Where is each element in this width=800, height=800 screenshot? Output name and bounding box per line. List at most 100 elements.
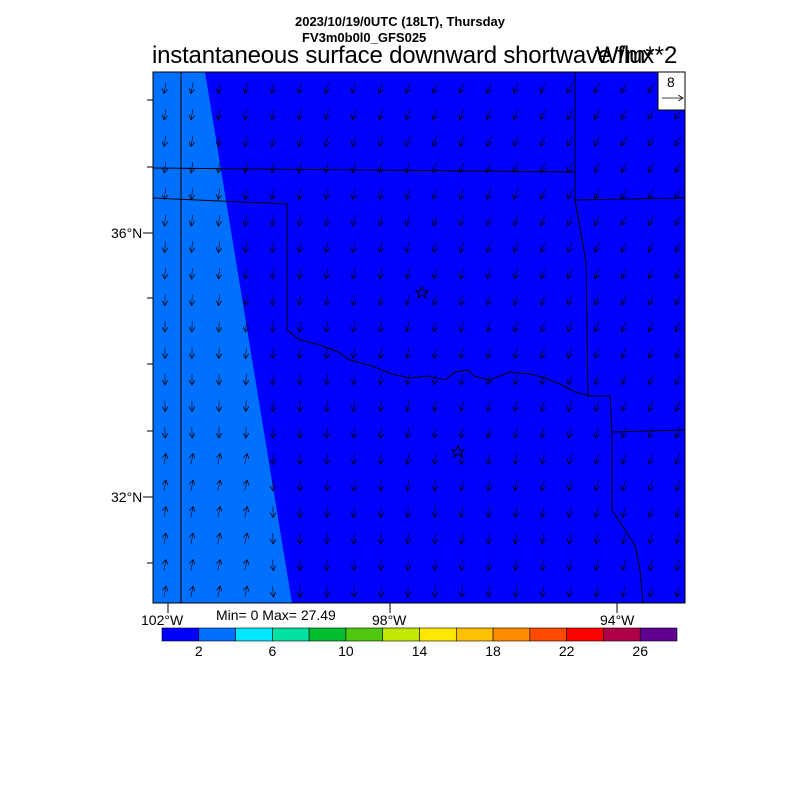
wind-arrow — [380, 215, 383, 226]
wind-arrow — [622, 321, 626, 331]
wind-arrow — [191, 454, 193, 465]
wind-arrow — [353, 241, 355, 253]
wind-arrow — [407, 374, 409, 385]
wind-arrow — [569, 533, 571, 544]
wind-arrow — [461, 321, 464, 332]
wind-arrow — [245, 480, 248, 491]
wind-arrow — [594, 136, 600, 146]
wind-arrow — [433, 135, 437, 146]
colorbar-swatch — [455, 627, 494, 642]
wind-arrow — [433, 109, 437, 119]
wind-arrow — [218, 241, 219, 253]
colorbar-tick-label: 10 — [338, 643, 354, 659]
map-frame — [152, 71, 686, 604]
wind-arrow — [676, 506, 679, 517]
wind-arrow — [218, 533, 220, 544]
wind-arrow — [407, 268, 410, 279]
wind-arrow — [461, 374, 463, 385]
wind-arrow — [488, 480, 490, 491]
wind-arrow — [353, 215, 356, 226]
wind-arrow — [191, 533, 193, 544]
wind-arrow — [596, 559, 598, 571]
wind-arrow — [622, 427, 626, 437]
wind-arrow — [435, 532, 436, 544]
axis-ticks — [143, 99, 618, 613]
wind-arrow — [299, 347, 300, 359]
wind-arrow — [299, 109, 302, 120]
wind-arrow — [300, 585, 301, 597]
wind-arrow — [434, 427, 436, 438]
wind-arrow — [515, 559, 517, 571]
wind-arrow — [460, 268, 463, 279]
wind-arrow — [299, 268, 301, 279]
wind-arrow — [165, 426, 166, 438]
wind-arrow — [488, 533, 490, 544]
wind-arrow — [164, 109, 166, 120]
wind-arrow — [596, 480, 599, 491]
wind-arrow — [515, 400, 518, 412]
wind-arrow — [541, 241, 545, 252]
colorbar-swatch — [308, 627, 347, 642]
wind-arrow — [299, 241, 301, 253]
wind-arrow — [300, 373, 301, 385]
wind-arrow — [219, 267, 220, 279]
wind-arrow — [568, 135, 573, 146]
wind-arrow — [460, 82, 464, 93]
wind-arrow — [326, 268, 328, 279]
wind-arrow — [245, 162, 247, 173]
wind-arrow — [408, 506, 409, 518]
wind-arrow — [541, 109, 546, 120]
colorbar-tick-label: 22 — [558, 643, 575, 659]
wind-arrow — [514, 188, 518, 199]
wind-arrow — [569, 559, 571, 571]
wind-arrow — [245, 215, 247, 226]
wind-arrow — [594, 109, 600, 120]
wind-arrow — [650, 533, 653, 544]
wind-arrow — [568, 374, 571, 384]
wind-arrow — [407, 479, 408, 491]
wind-arrow — [676, 427, 680, 437]
wind-arrow — [488, 400, 491, 412]
wind-arrow — [568, 347, 572, 358]
wind-arrow — [648, 109, 655, 119]
wind-arrow — [353, 188, 356, 200]
wind-arrow — [218, 586, 220, 597]
wind-arrow — [272, 294, 273, 306]
wind-arrow — [461, 427, 463, 438]
wind-arrow — [273, 585, 274, 597]
wind-arrow — [191, 560, 193, 571]
wind-arrow — [380, 453, 381, 465]
wind-arrow — [381, 506, 382, 518]
wind-arrow — [191, 480, 193, 491]
wind-arrow — [408, 559, 409, 571]
wind-arrow — [488, 453, 490, 465]
wind-arrow — [191, 586, 193, 597]
wind-arrow — [649, 480, 652, 490]
wind-arrow — [164, 480, 166, 491]
wind-arrow — [272, 135, 274, 147]
wind-arrow — [514, 82, 519, 93]
wind-arrow — [621, 162, 627, 173]
wind-arrow — [650, 559, 653, 571]
wind-arrow — [326, 241, 328, 253]
wind-arrow — [649, 321, 653, 332]
wind-arrow — [595, 374, 599, 384]
wind-arrow — [676, 347, 680, 358]
wind-arrow — [380, 426, 381, 438]
wind-arrow — [488, 559, 489, 571]
wind-arrow — [245, 241, 246, 253]
wind-arrow — [354, 506, 355, 518]
wind-arrow — [568, 294, 572, 305]
wind-arrow — [164, 82, 166, 94]
wind-arrow — [649, 453, 653, 464]
wind-arrow — [595, 294, 599, 305]
wind-arrow — [299, 320, 300, 332]
wind-arrow — [568, 215, 572, 226]
vector-reference-legend — [657, 71, 686, 111]
wind-arrow — [595, 162, 600, 173]
wind-arrow — [541, 268, 545, 278]
wind-arrow — [164, 188, 165, 200]
wind-arrow — [433, 215, 436, 225]
map-field — [153, 72, 685, 603]
